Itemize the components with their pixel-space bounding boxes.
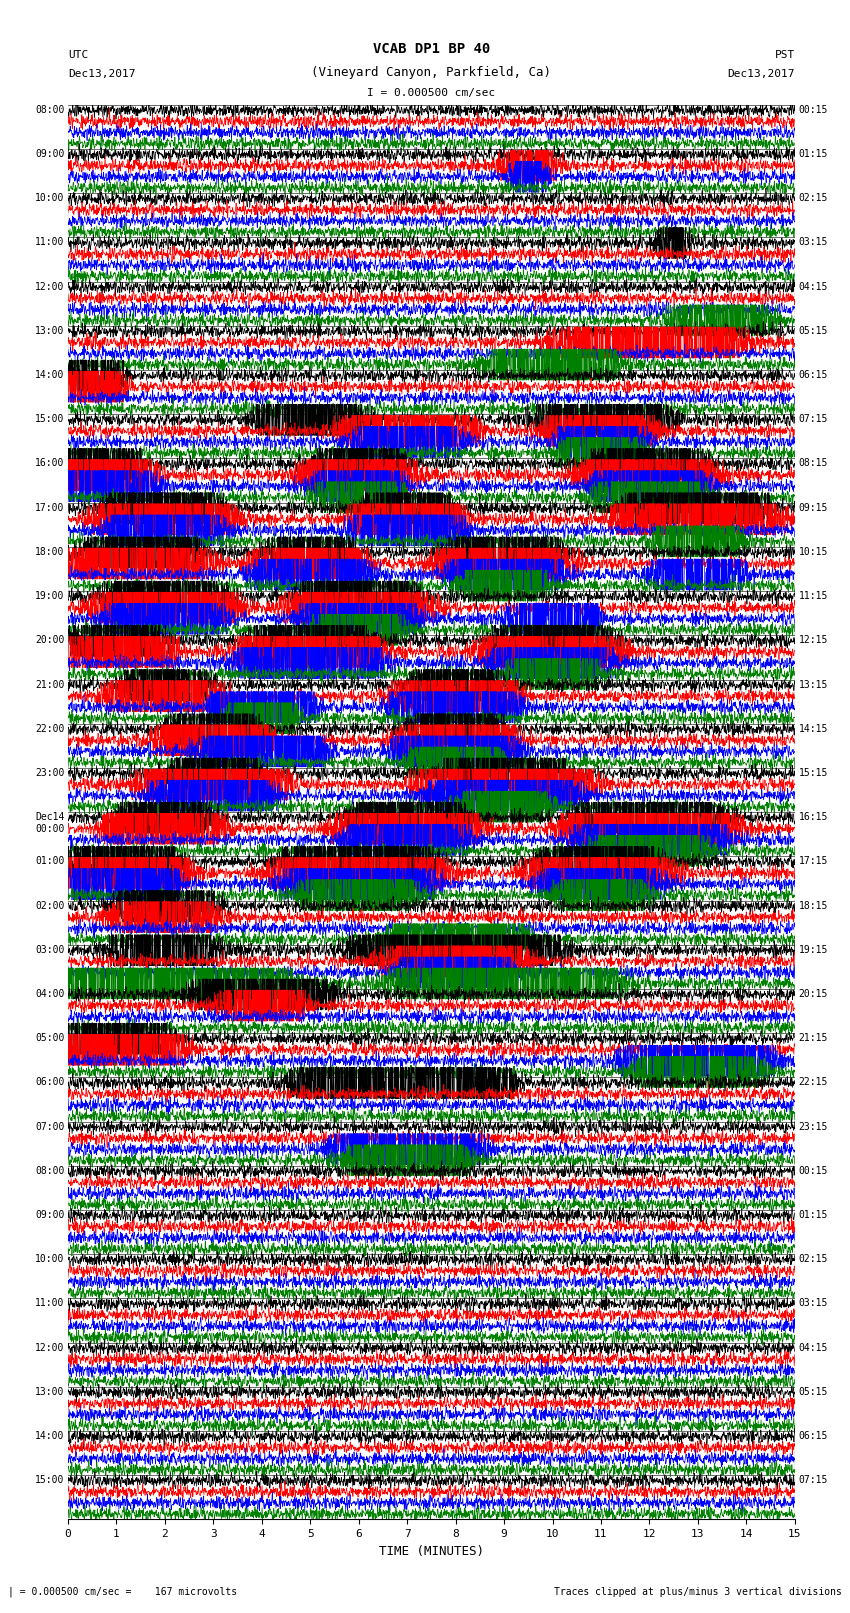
Text: 09:00: 09:00 [35, 148, 65, 160]
Text: 14:00: 14:00 [35, 1431, 65, 1440]
Text: 22:00: 22:00 [35, 724, 65, 734]
Text: 18:00: 18:00 [35, 547, 65, 556]
Text: 15:00: 15:00 [35, 415, 65, 424]
Text: 05:15: 05:15 [798, 326, 828, 336]
Text: 21:15: 21:15 [798, 1034, 828, 1044]
Text: Dec14
00:00: Dec14 00:00 [35, 813, 65, 834]
Text: 04:15: 04:15 [798, 1342, 828, 1353]
Text: 08:00: 08:00 [35, 1166, 65, 1176]
Text: 19:15: 19:15 [798, 945, 828, 955]
Text: UTC: UTC [68, 50, 88, 60]
Text: 03:15: 03:15 [798, 1298, 828, 1308]
Text: 04:00: 04:00 [35, 989, 65, 998]
Text: (Vineyard Canyon, Parkfield, Ca): (Vineyard Canyon, Parkfield, Ca) [311, 66, 552, 79]
Text: 11:00: 11:00 [35, 1298, 65, 1308]
Text: 08:00: 08:00 [35, 105, 65, 115]
Text: VCAB DP1 BP 40: VCAB DP1 BP 40 [373, 42, 490, 56]
Text: 17:00: 17:00 [35, 503, 65, 513]
Text: 17:15: 17:15 [798, 857, 828, 866]
Text: 10:00: 10:00 [35, 1255, 65, 1265]
Text: 15:15: 15:15 [798, 768, 828, 777]
Text: 11:00: 11:00 [35, 237, 65, 247]
Text: 13:15: 13:15 [798, 679, 828, 689]
Text: 15:00: 15:00 [35, 1476, 65, 1486]
Text: 06:15: 06:15 [798, 1431, 828, 1440]
Text: 23:15: 23:15 [798, 1121, 828, 1132]
Text: 21:00: 21:00 [35, 679, 65, 689]
Text: 13:00: 13:00 [35, 1387, 65, 1397]
Text: 11:15: 11:15 [798, 590, 828, 602]
Text: 13:00: 13:00 [35, 326, 65, 336]
Text: 00:15: 00:15 [798, 105, 828, 115]
Text: PST: PST [774, 50, 795, 60]
Text: 14:15: 14:15 [798, 724, 828, 734]
Text: 06:15: 06:15 [798, 369, 828, 381]
Text: 04:15: 04:15 [798, 282, 828, 292]
Text: Traces clipped at plus/minus 3 vertical divisions: Traces clipped at plus/minus 3 vertical … [553, 1587, 842, 1597]
Text: 02:15: 02:15 [798, 1255, 828, 1265]
Text: 02:00: 02:00 [35, 900, 65, 911]
Text: 10:15: 10:15 [798, 547, 828, 556]
Text: 19:00: 19:00 [35, 590, 65, 602]
Text: 07:00: 07:00 [35, 1121, 65, 1132]
Text: Dec13,2017: Dec13,2017 [728, 69, 795, 79]
Text: 05:15: 05:15 [798, 1387, 828, 1397]
Text: 03:15: 03:15 [798, 237, 828, 247]
Text: 07:15: 07:15 [798, 415, 828, 424]
Text: 01:15: 01:15 [798, 1210, 828, 1219]
Text: 22:15: 22:15 [798, 1077, 828, 1087]
Text: | = 0.000500 cm/sec =    167 microvolts: | = 0.000500 cm/sec = 167 microvolts [8, 1586, 238, 1597]
Text: I = 0.000500 cm/sec: I = 0.000500 cm/sec [367, 89, 496, 98]
Text: 03:00: 03:00 [35, 945, 65, 955]
Text: 20:15: 20:15 [798, 989, 828, 998]
Text: 14:00: 14:00 [35, 369, 65, 381]
Text: 08:15: 08:15 [798, 458, 828, 468]
Text: 12:15: 12:15 [798, 636, 828, 645]
Text: 12:00: 12:00 [35, 1342, 65, 1353]
Text: 12:00: 12:00 [35, 282, 65, 292]
Text: 09:15: 09:15 [798, 503, 828, 513]
Text: 07:15: 07:15 [798, 1476, 828, 1486]
Text: 16:15: 16:15 [798, 813, 828, 823]
Text: 01:00: 01:00 [35, 857, 65, 866]
Text: 05:00: 05:00 [35, 1034, 65, 1044]
Text: 02:15: 02:15 [798, 194, 828, 203]
Text: 20:00: 20:00 [35, 636, 65, 645]
Text: 10:00: 10:00 [35, 194, 65, 203]
Text: Dec13,2017: Dec13,2017 [68, 69, 135, 79]
Text: 00:15: 00:15 [798, 1166, 828, 1176]
X-axis label: TIME (MINUTES): TIME (MINUTES) [379, 1545, 484, 1558]
Text: 18:15: 18:15 [798, 900, 828, 911]
Text: 23:00: 23:00 [35, 768, 65, 777]
Text: 06:00: 06:00 [35, 1077, 65, 1087]
Text: 09:00: 09:00 [35, 1210, 65, 1219]
Text: 16:00: 16:00 [35, 458, 65, 468]
Text: 01:15: 01:15 [798, 148, 828, 160]
